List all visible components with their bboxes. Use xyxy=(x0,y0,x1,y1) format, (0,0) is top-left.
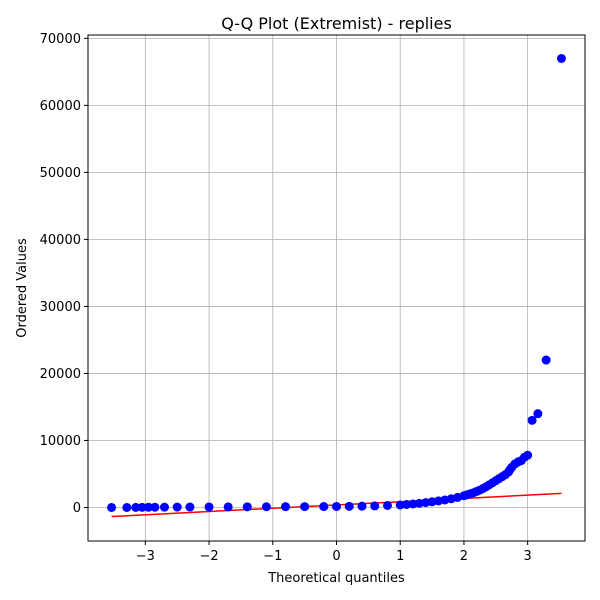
grid-lines xyxy=(88,35,585,541)
x-tick-label: −1 xyxy=(263,549,282,564)
data-point xyxy=(523,450,533,460)
y-tick-label: 60000 xyxy=(40,99,81,114)
x-tick-label: 1 xyxy=(396,549,404,564)
y-tick-label: 10000 xyxy=(40,434,81,449)
data-point xyxy=(144,502,154,512)
data-point xyxy=(370,501,380,511)
y-axis-label: Ordered Values xyxy=(15,238,30,338)
data-point xyxy=(344,501,354,511)
data-point xyxy=(319,502,329,512)
y-tick-label: 20000 xyxy=(40,367,81,382)
data-point xyxy=(541,355,551,365)
data-point xyxy=(223,502,233,512)
data-point xyxy=(261,502,271,512)
data-point xyxy=(131,502,141,512)
x-axis-label: Theoretical quantiles xyxy=(267,571,405,586)
chart-title: Q-Q Plot (Extremist) - replies xyxy=(221,14,452,33)
x-axis-ticks: −3 −2 −1 0 1 2 3 xyxy=(136,541,532,564)
data-point xyxy=(122,502,132,512)
y-tick-label: 0 xyxy=(73,501,81,516)
data-points xyxy=(107,53,566,512)
data-point xyxy=(527,415,537,425)
data-point xyxy=(185,502,195,512)
data-point xyxy=(159,502,169,512)
data-point xyxy=(382,500,392,510)
data-point xyxy=(533,409,543,419)
x-tick-label: 0 xyxy=(332,549,340,564)
y-axis-ticks: 0 10000 20000 30000 40000 50000 60000 70000 xyxy=(40,32,88,516)
data-point xyxy=(281,502,291,512)
x-tick-label: 3 xyxy=(524,549,532,564)
x-tick-label: 2 xyxy=(460,549,468,564)
y-tick-label: 50000 xyxy=(40,166,81,181)
data-point xyxy=(357,501,367,511)
data-point xyxy=(556,53,566,63)
x-tick-label: −3 xyxy=(136,549,155,564)
x-tick-label: −2 xyxy=(199,549,218,564)
y-tick-label: 70000 xyxy=(40,32,81,47)
data-point xyxy=(242,502,252,512)
data-point xyxy=(107,502,117,512)
data-point xyxy=(300,502,310,512)
data-point xyxy=(172,502,182,512)
data-point xyxy=(332,501,341,511)
y-tick-label: 30000 xyxy=(40,300,81,315)
data-point xyxy=(150,502,160,512)
data-point xyxy=(137,502,147,512)
data-point xyxy=(204,502,214,512)
y-tick-label: 40000 xyxy=(40,233,81,248)
